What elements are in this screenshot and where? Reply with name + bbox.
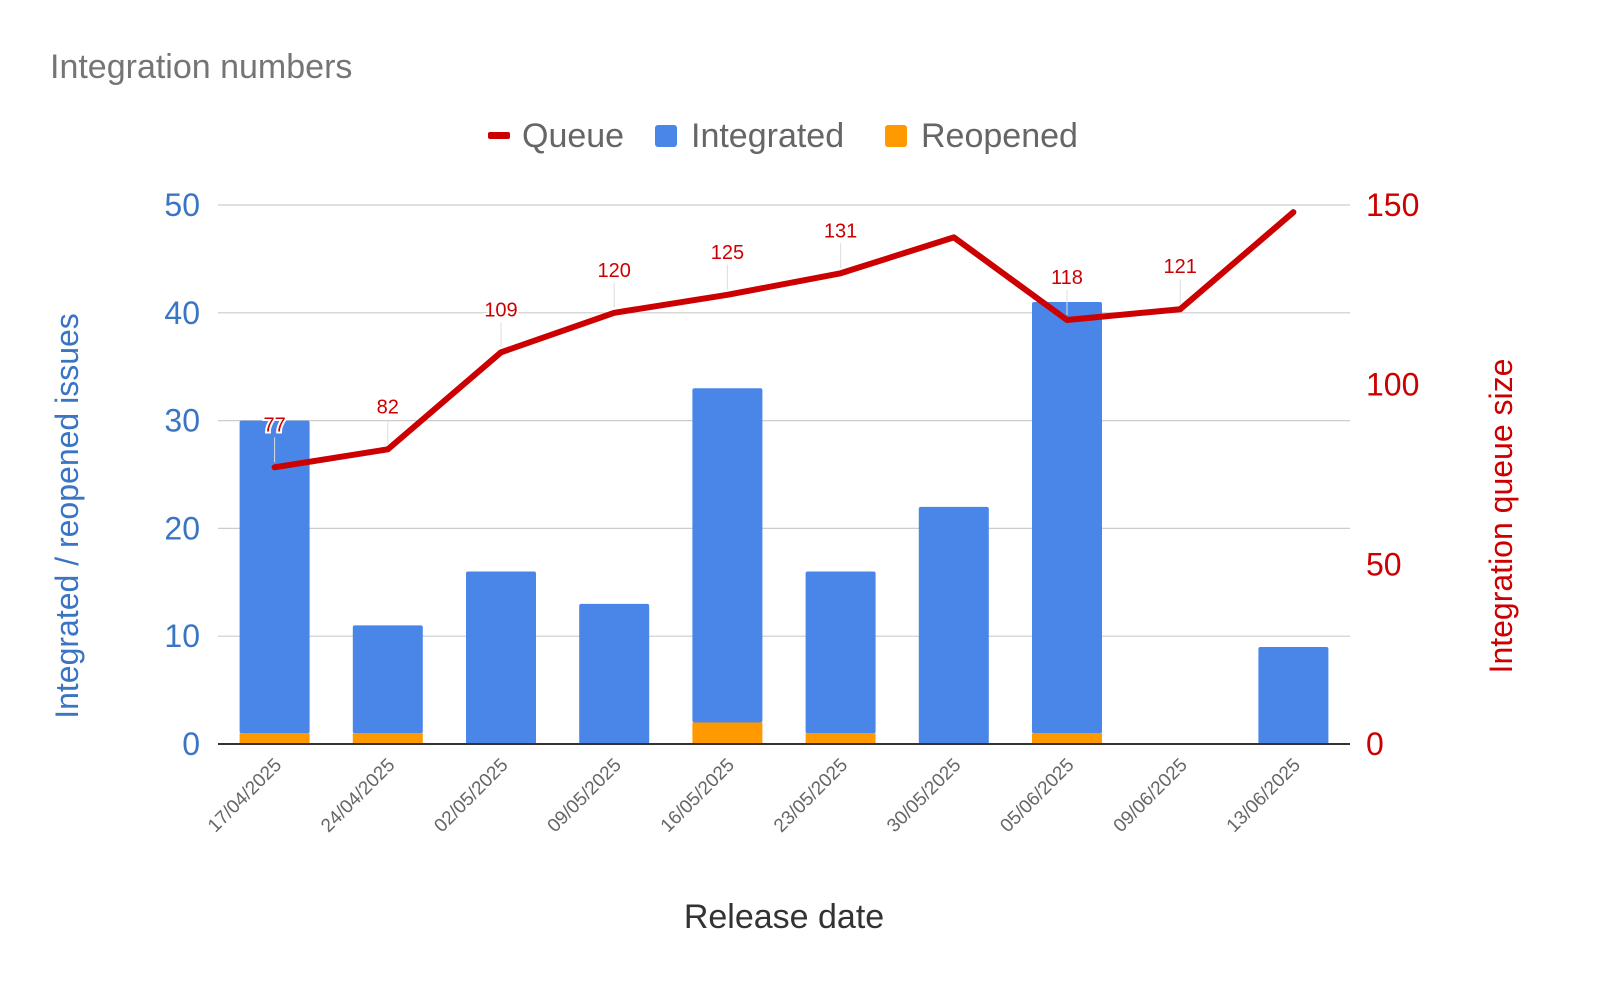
queue-data-label: 121 bbox=[1164, 256, 1197, 278]
left-axis-tick-label: 40 bbox=[164, 295, 200, 331]
right-axis-ticks: 0 50 100 150 bbox=[1366, 187, 1419, 762]
bar-integrated bbox=[352, 625, 423, 734]
x-axis-tick-label: 23/05/2025 bbox=[770, 755, 852, 837]
queue-data-label: 82 bbox=[377, 396, 399, 418]
legend-item-reopened[interactable]: Reopened bbox=[885, 117, 1078, 155]
x-axis-tick-label: 09/06/2025 bbox=[1110, 755, 1192, 837]
queue-data-label: 109 bbox=[484, 299, 517, 321]
right-axis-tick-label: 150 bbox=[1366, 187, 1419, 223]
legend-label-queue: Queue bbox=[522, 117, 624, 155]
queue-series bbox=[271, 209, 1297, 471]
left-axis-tick-label: 10 bbox=[164, 618, 200, 654]
legend-swatch-queue bbox=[488, 132, 510, 139]
left-axis-ticks: 0 10 20 30 40 50 bbox=[164, 187, 200, 762]
x-axis-tick-label: 13/06/2025 bbox=[1223, 755, 1305, 837]
bar-integrated bbox=[1258, 646, 1329, 744]
bar-integrated bbox=[805, 571, 876, 734]
left-axis-tick-label: 50 bbox=[164, 187, 200, 223]
bar-integrated bbox=[239, 420, 310, 734]
bar-reopened bbox=[692, 722, 763, 744]
chart-title: Integration numbers bbox=[50, 48, 352, 86]
bar-integrated bbox=[466, 571, 536, 744]
queue-data-label: 77 bbox=[263, 414, 285, 436]
x-axis-tick-label: 17/04/2025 bbox=[204, 755, 286, 837]
legend-swatch-integrated bbox=[655, 125, 677, 147]
queue-data-label: 131 bbox=[824, 220, 857, 242]
bar-integrated bbox=[692, 388, 763, 723]
bars bbox=[239, 302, 1329, 744]
left-axis-tick-label: 20 bbox=[164, 510, 200, 546]
bar-reopened bbox=[239, 733, 310, 744]
left-axis-tick-label: 30 bbox=[164, 403, 200, 439]
x-axis-tick-label: 09/05/2025 bbox=[544, 755, 626, 837]
queue-data-labels: 77 82 109 120 125 131 118 121 bbox=[261, 218, 1199, 463]
queue-data-label: 118 bbox=[1051, 267, 1083, 289]
bar-integrated bbox=[579, 603, 650, 744]
queue-line bbox=[271, 209, 1297, 471]
bar-reopened bbox=[805, 733, 876, 744]
left-axis-tick-label: 0 bbox=[182, 726, 200, 762]
legend: Queue Integrated Reopened bbox=[488, 117, 1078, 155]
x-axis-tick-label: 02/05/2025 bbox=[430, 755, 512, 837]
bar-integrated bbox=[918, 506, 989, 744]
bar-reopened bbox=[352, 733, 423, 744]
x-axis-tick-label: 16/05/2025 bbox=[657, 755, 739, 837]
x-axis-tick-label: 30/05/2025 bbox=[883, 755, 965, 837]
bar-reopened bbox=[1032, 733, 1102, 744]
right-axis-title: Integration queue size bbox=[1483, 359, 1519, 674]
x-axis-tick-label: 05/06/2025 bbox=[996, 755, 1078, 837]
right-axis-tick-label: 100 bbox=[1366, 367, 1419, 403]
queue-data-label: 125 bbox=[711, 242, 744, 264]
right-axis-tick-label: 0 bbox=[1366, 726, 1384, 762]
right-axis-tick-label: 50 bbox=[1366, 546, 1402, 582]
legend-item-queue[interactable]: Queue bbox=[488, 117, 624, 155]
legend-label-integrated: Integrated bbox=[691, 117, 844, 155]
legend-item-integrated[interactable]: Integrated bbox=[655, 117, 844, 155]
x-axis-tick-label: 24/04/2025 bbox=[317, 755, 399, 837]
queue-data-label: 120 bbox=[598, 260, 631, 282]
x-axis-ticks: 17/04/2025 24/04/2025 02/05/2025 09/05/2025… bbox=[204, 755, 1305, 837]
x-axis-title: Release date bbox=[684, 898, 884, 936]
bar-integrated bbox=[1032, 302, 1102, 734]
legend-label-reopened: Reopened bbox=[921, 117, 1078, 155]
legend-swatch-reopened bbox=[885, 125, 907, 147]
left-axis-title: Integrated / reopened issues bbox=[49, 313, 85, 719]
